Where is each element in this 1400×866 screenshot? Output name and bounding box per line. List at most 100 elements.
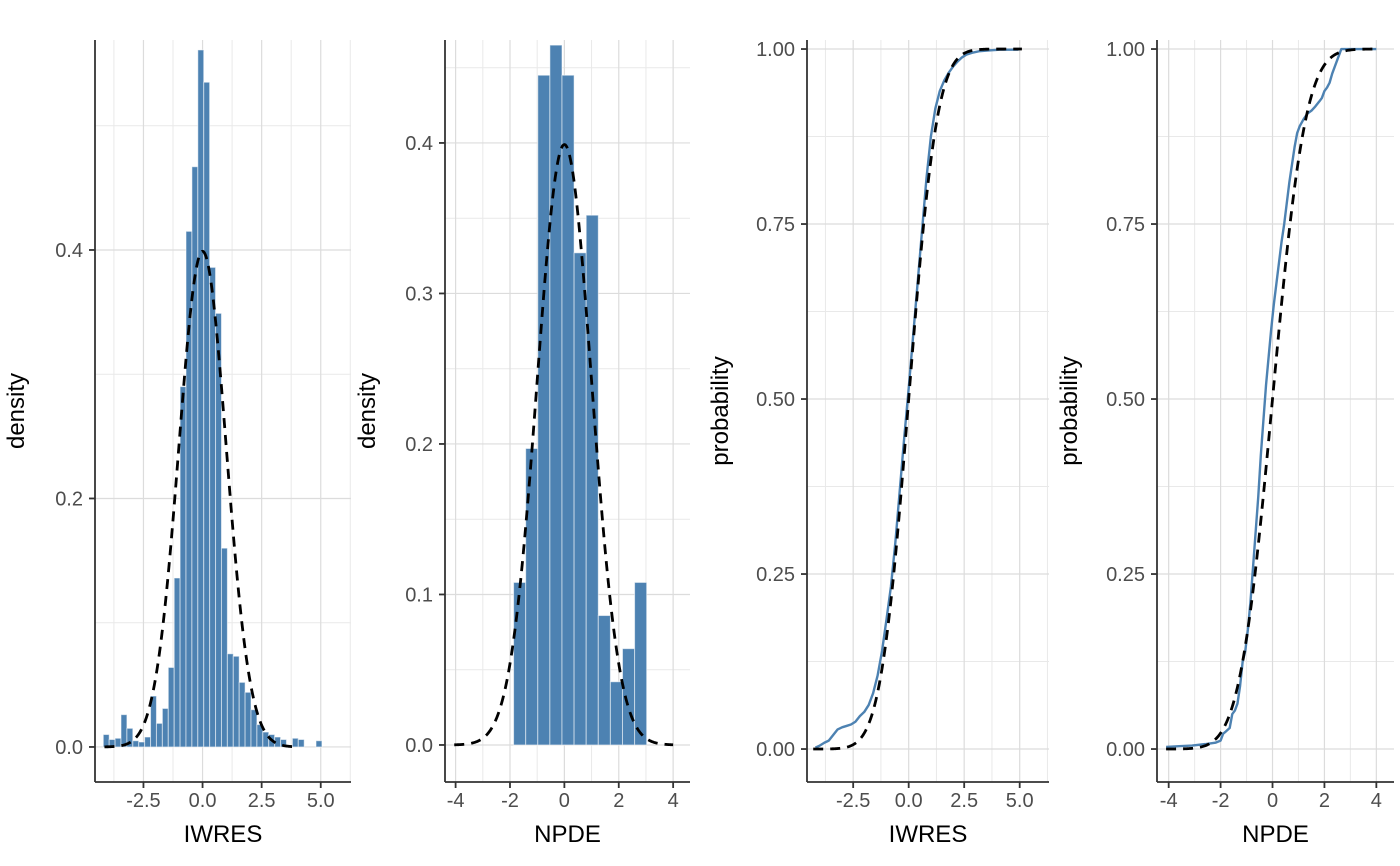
histogram-bar [191, 166, 199, 748]
grid [1157, 40, 1394, 782]
histogram-bar [315, 740, 323, 748]
y-tick-label: 0.75 [756, 214, 795, 236]
x-tick-label: 2.5 [248, 790, 276, 812]
x-tick-label: 0.0 [895, 790, 923, 812]
histogram-bar [291, 737, 299, 748]
normal-cdf-overlay-line [1166, 47, 1377, 751]
npde-histogram-panel: -4 -2 0 2 4 0.0 0.1 0.2 0.3 0.4 NPDE density [354, 40, 690, 848]
x-tick-label: -4 [447, 790, 465, 812]
histogram-bar [132, 740, 140, 748]
normal-pdf-overlay-line [454, 143, 674, 747]
y-tick-label: 1.00 [1106, 39, 1145, 61]
histogram-bar [144, 736, 152, 748]
x-tick-label: 5.0 [1006, 790, 1034, 812]
histogram-bar [244, 691, 252, 748]
empirical-cdf-line [1166, 47, 1377, 749]
histogram-bar [203, 81, 211, 748]
y-tick-label: 0.00 [1106, 739, 1145, 761]
y-tick-label: 0.50 [1106, 389, 1145, 411]
x-tick-label: 4 [668, 790, 679, 812]
histogram-bar [537, 74, 551, 746]
histogram-bar [167, 666, 175, 748]
normal-cdf-overlay-line [813, 47, 1022, 751]
x-tick-label: 0 [1267, 790, 1278, 812]
x-tick-label: 5.0 [307, 790, 335, 812]
histogram-bar [549, 44, 563, 746]
y-axis-title: density [3, 373, 30, 449]
grid [807, 40, 1049, 782]
y-tick-label: 0.25 [756, 564, 795, 586]
histogram-bar [297, 739, 305, 748]
x-axis-title: NPDE [534, 821, 601, 848]
x-tick-label: 2 [613, 790, 624, 812]
histogram-bar [232, 655, 240, 748]
histogram-bar [609, 681, 623, 746]
histogram-bar [585, 214, 599, 746]
histogram-bar [155, 722, 163, 748]
x-tick-label: -2.5 [126, 790, 160, 812]
y-tick-label: 0.25 [1106, 564, 1145, 586]
y-tick-label: 0.2 [405, 434, 433, 456]
histogram-bar [513, 581, 527, 746]
histogram-bar [173, 577, 181, 748]
normal-pdf-overlay-line [104, 249, 293, 749]
y-axis-title: probability [1056, 356, 1083, 465]
histogram-bar [525, 447, 539, 746]
x-axis-title: IWRES [889, 821, 968, 848]
histogram-bar [120, 714, 128, 748]
x-tick-label: -2 [501, 790, 519, 812]
histogram-bar [573, 252, 587, 746]
npde-cdf-panel: -4 -2 0 2 4 0.00 0.25 0.50 0.75 1.00 NPDE probabili… [1056, 39, 1394, 848]
y-tick-label: 0.2 [55, 488, 83, 510]
x-axis-title: NPDE [1242, 821, 1309, 848]
histogram-bar [634, 581, 648, 746]
x-tick-label: -2.5 [836, 790, 870, 812]
histogram-bar [114, 737, 122, 748]
x-tick-label: 2.5 [950, 790, 978, 812]
histogram-bar [197, 49, 205, 748]
histogram-bar [138, 741, 146, 748]
y-tick-label: 0.50 [756, 389, 795, 411]
histogram-bar [215, 312, 222, 748]
histogram-bar [238, 681, 246, 748]
iwres-histogram-panel: -2.5 0.0 2.5 5.0 0.0 0.2 0.4 IWRES density [3, 40, 351, 848]
x-tick-label: -2 [1212, 790, 1230, 812]
x-tick-label: 4 [1371, 790, 1382, 812]
histogram-bar [126, 727, 134, 748]
histogram-bars [513, 44, 648, 746]
y-axis-title: density [354, 373, 381, 449]
y-tick-label: 0.00 [756, 739, 795, 761]
histogram-bar [209, 266, 217, 748]
x-tick-label: 0.0 [189, 790, 217, 812]
y-tick-label: 0.1 [405, 584, 433, 606]
axes: -4 -2 0 2 4 0.00 0.25 0.50 0.75 1.00 [1106, 39, 1394, 812]
histogram-bar [262, 731, 270, 748]
y-tick-label: 0.0 [55, 737, 83, 759]
empirical-cdf-line [814, 47, 1021, 749]
iwres-cdf-panel: -2.5 0.0 2.5 5.0 0.00 0.25 0.50 0.75 1.00 IWRES pr… [707, 39, 1049, 848]
x-tick-label: -4 [1160, 790, 1178, 812]
histogram-bars [102, 49, 323, 748]
y-tick-label: 0.4 [55, 240, 83, 262]
histogram-bar [161, 707, 169, 748]
y-tick-label: 0.3 [405, 283, 433, 305]
histogram-bar [150, 695, 157, 748]
histogram-bar [226, 653, 234, 748]
histogram-bar [102, 734, 110, 748]
x-tick-label: 0 [559, 790, 570, 812]
y-tick-label: 0.75 [1106, 214, 1145, 236]
y-axis-title: probability [707, 356, 734, 465]
histogram-bar [179, 386, 187, 748]
histogram-bar [220, 547, 228, 748]
axes: -2.5 0.0 2.5 5.0 0.0 0.2 0.4 [55, 40, 351, 812]
histogram-bar [250, 709, 258, 748]
x-tick-label: 2 [1319, 790, 1330, 812]
y-tick-label: 1.00 [756, 39, 795, 61]
axes: -2.5 0.0 2.5 5.0 0.00 0.25 0.50 0.75 1.00 [756, 39, 1049, 812]
x-axis-title: IWRES [184, 821, 263, 848]
y-tick-label: 0.0 [405, 735, 433, 757]
histogram-bar [597, 615, 611, 746]
y-tick-label: 0.4 [405, 133, 433, 155]
